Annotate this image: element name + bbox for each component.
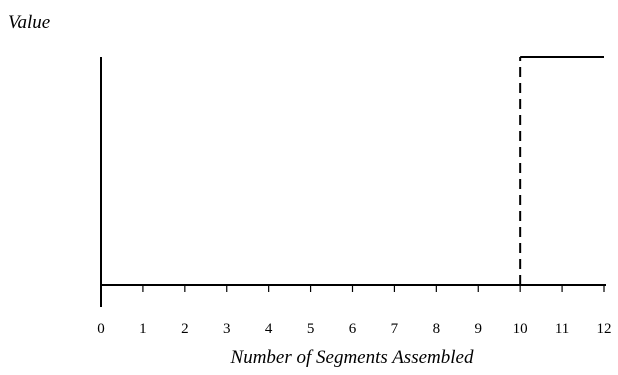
x-tick-label: 8 <box>433 321 441 337</box>
x-tick-label: 11 <box>555 321 569 337</box>
x-tick-label: 9 <box>475 321 483 337</box>
x-tick-label: 4 <box>265 321 273 337</box>
x-tick-label: 0 <box>97 321 105 337</box>
x-tick-label: 6 <box>349 321 357 337</box>
x-tick-label: 12 <box>597 321 612 337</box>
x-axis-tick-labels: 0 1 2 3 4 5 6 7 8 9 10 11 12 <box>97 321 611 337</box>
x-tick-label: 3 <box>223 321 231 337</box>
chart-series <box>101 56 604 286</box>
y-axis-label: Value <box>8 12 50 33</box>
x-tick-label: 5 <box>307 321 315 337</box>
x-axis-label: Number of Segments Assembled <box>230 347 474 368</box>
x-tick-label: 2 <box>181 321 189 337</box>
x-tick-label: 1 <box>139 321 147 337</box>
x-tick-label: 7 <box>391 321 399 337</box>
x-axis-ticks <box>100 285 605 292</box>
chart-axes <box>100 57 606 307</box>
x-tick-label: 10 <box>513 321 528 337</box>
